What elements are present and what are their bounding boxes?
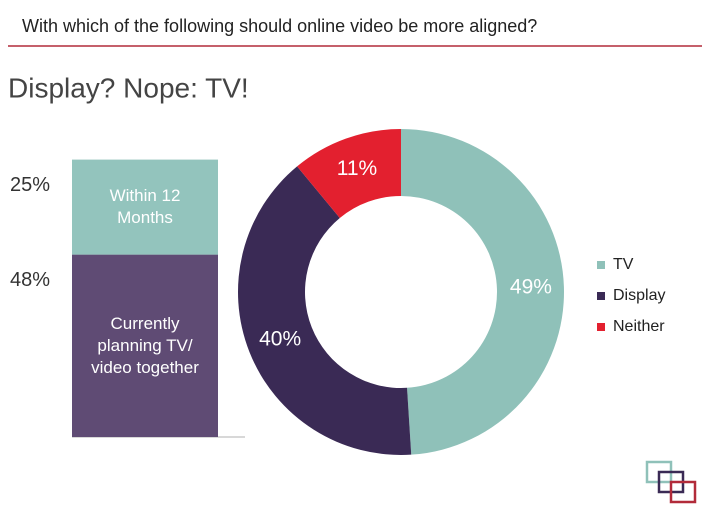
title: Display? Nope: TV!: [8, 72, 249, 103]
value-label: 48%: [10, 269, 50, 291]
donut-slice: [401, 129, 564, 455]
legend-swatch: [597, 323, 605, 331]
slice-label: 11%: [337, 157, 377, 180]
value-label: 25%: [10, 174, 50, 196]
legend-label: Neither: [613, 318, 665, 335]
segment-label: Currently planning TV/ video together: [91, 313, 199, 377]
slice-label: 49%: [510, 275, 552, 298]
logo: [645, 460, 697, 504]
legend-swatch: [597, 292, 605, 300]
bar-segment: [72, 159, 218, 255]
donut-slice: [237, 166, 412, 455]
slice-label: 40%: [259, 327, 301, 350]
header: With which of the following should onlin…: [22, 16, 537, 36]
donut-slice: [297, 129, 401, 219]
legend-label: TV: [613, 256, 634, 273]
bar-segment: [72, 254, 218, 437]
segment-label: Within 12 Months: [109, 186, 181, 228]
legend-swatch: [597, 261, 605, 269]
legend-label: Display: [613, 287, 665, 304]
